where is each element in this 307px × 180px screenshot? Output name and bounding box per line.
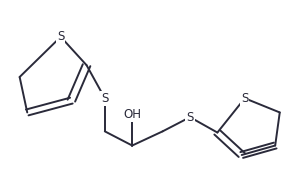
Text: S: S [57, 30, 64, 43]
Text: S: S [101, 92, 108, 105]
Text: S: S [186, 111, 194, 124]
Text: S: S [241, 92, 248, 105]
Text: OH: OH [123, 108, 141, 121]
